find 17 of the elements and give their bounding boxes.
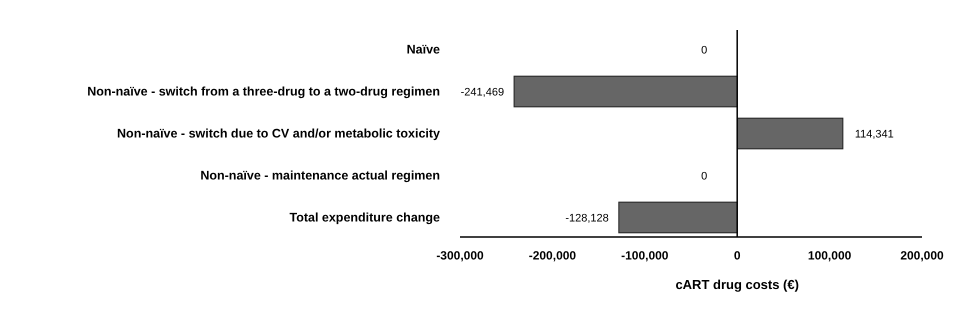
y-tick-label: Non-naïve - switch from a three-drug to a two-drug regimen <box>87 84 440 99</box>
data-label: 0 <box>701 44 708 56</box>
x-tick-label: -200,000 <box>528 248 576 263</box>
data-label: 114,341 <box>854 128 894 140</box>
x-tick-label: -100,000 <box>621 248 669 263</box>
x-tick-label: 0 <box>734 248 741 263</box>
y-tick-label: Non-naïve - switch due to CV and/or metabolic toxicity <box>117 126 440 140</box>
x-axis-title: cART drug costs (€) <box>675 277 799 292</box>
data-label: -128,128 <box>565 212 609 224</box>
y-tick-label: Naïve <box>406 42 440 57</box>
data-label: -241,469 <box>460 86 504 98</box>
x-tick-label: 200,000 <box>900 248 944 263</box>
y-tick-label: Total expenditure change <box>290 210 440 224</box>
y-tick-label: Non-naïve - maintenance actual regimen <box>200 168 440 182</box>
data-label: 0 <box>701 170 708 182</box>
x-tick-label: 100,000 <box>808 248 852 263</box>
x-tick-label: -300,000 <box>436 248 484 263</box>
